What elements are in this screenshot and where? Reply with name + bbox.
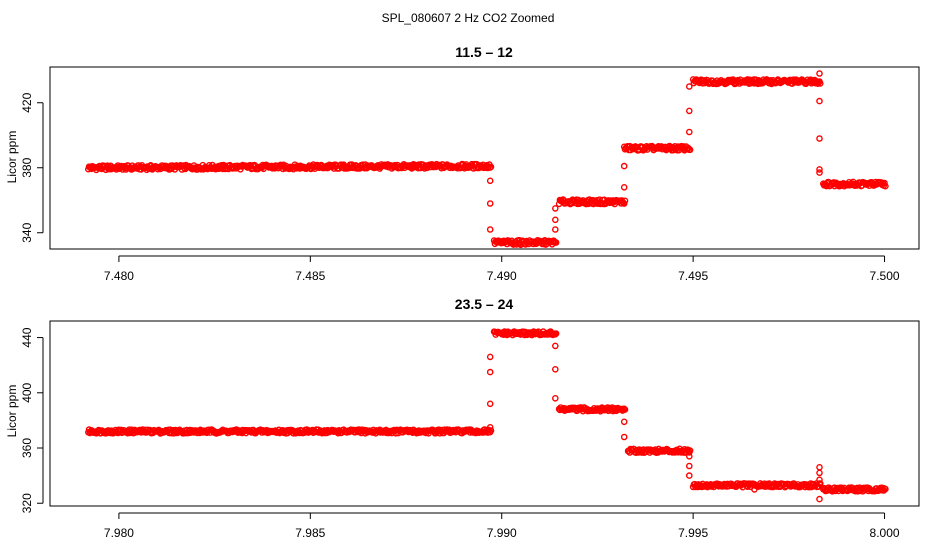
data-point (816, 476, 823, 484)
data-point (552, 365, 559, 373)
plot-frame (49, 320, 920, 507)
data-point (486, 177, 494, 185)
x-tick-label: 7.985 (295, 526, 325, 540)
plot-frame (49, 66, 920, 250)
data-point (620, 418, 628, 426)
data-point (751, 486, 758, 493)
data-point (686, 452, 693, 460)
panel-top-title: 11.5 – 12 (455, 44, 513, 60)
data-point (881, 179, 888, 187)
data-point (816, 70, 823, 77)
panel-top-ylabel: Licor ppm (5, 131, 19, 184)
data-point (816, 169, 823, 176)
x-tick-label: 7.995 (678, 526, 708, 540)
panel-bottom-ylabel: Licor ppm (5, 385, 19, 438)
x-tick-label: 7.480 (104, 269, 134, 283)
data-point (552, 394, 559, 402)
data-point (620, 200, 628, 207)
panel-bottom-plot-area: 7.980 7.985 7.990 7.995 8.000 320 360 400 440 (20, 320, 920, 540)
data-point (552, 239, 560, 246)
data-point (486, 423, 494, 431)
x-tick-label: 7.485 (295, 269, 325, 283)
data-point (620, 183, 628, 191)
y-tick-label: 400 (20, 382, 34, 402)
data-point (552, 216, 559, 224)
data-point (816, 97, 823, 105)
data-point (817, 80, 824, 87)
data-point (686, 462, 693, 470)
y-tick-label: 440 (20, 327, 34, 347)
y-tick-label: 420 (20, 92, 34, 112)
data-point (686, 128, 693, 136)
data-point (552, 226, 559, 233)
data-point (620, 433, 628, 441)
data-point (486, 368, 494, 376)
panel-bottom: 23.5 – 24 Licor ppm 7.980 7.985 7.990 7.995… (5, 296, 920, 540)
x-tick-label: 8.000 (870, 526, 900, 540)
data-points (85, 328, 889, 503)
data-point (486, 400, 494, 408)
data-point (816, 135, 823, 142)
y-tick-label: 360 (20, 438, 34, 458)
data-point (816, 166, 823, 173)
figure-title: SPL_080607 2 Hz CO2 Zoomed (382, 11, 555, 25)
data-point (816, 469, 823, 477)
x-tick-label: 7.490 (487, 269, 517, 283)
data-point (552, 330, 560, 337)
data-point (487, 427, 495, 434)
data-point (552, 205, 559, 212)
data-point (486, 353, 494, 361)
x-tick-label: 7.980 (104, 526, 134, 540)
data-point (882, 485, 889, 493)
data-point (621, 197, 629, 205)
panel-bottom-title: 23.5 – 24 (455, 296, 514, 312)
x-tick-label: 7.990 (487, 526, 517, 540)
data-point (621, 406, 629, 413)
data-point (486, 226, 494, 233)
data-point (487, 163, 495, 171)
data-point (486, 200, 494, 207)
panel-top: 11.5 – 12 Licor ppm 7.480 7.485 7.490 7.495… (5, 44, 920, 283)
data-point (751, 80, 758, 87)
data-point (686, 472, 693, 479)
y-tick-label: 340 (20, 222, 34, 242)
data-point (686, 107, 693, 115)
data-point (817, 480, 824, 487)
data-point (620, 162, 628, 170)
panel-top-plot-area: 7.480 7.485 7.490 7.495 7.500 340 380 420 (20, 66, 920, 283)
y-tick-label: 380 (20, 157, 34, 177)
data-point (816, 463, 823, 471)
data-point (686, 83, 693, 90)
data-point (552, 342, 559, 350)
data-points (85, 70, 889, 249)
y-tick-label: 320 (20, 493, 34, 513)
x-tick-label: 7.500 (870, 269, 900, 283)
data-point (816, 495, 823, 503)
x-tick-label: 7.495 (678, 269, 708, 283)
data-point (882, 182, 889, 190)
data-point (686, 146, 694, 154)
